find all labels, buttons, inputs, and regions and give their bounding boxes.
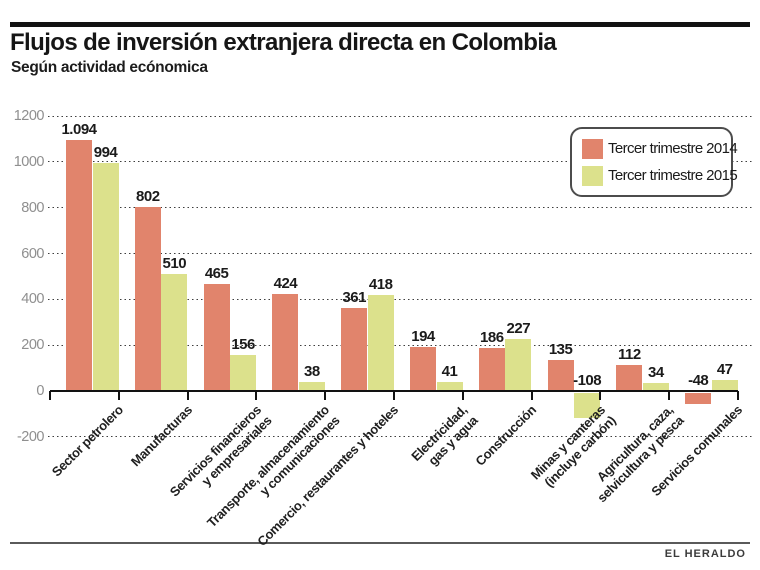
gridline-1000 bbox=[48, 161, 753, 164]
legend-label-2015: Tercer trimestre 2015 bbox=[608, 167, 738, 184]
bar-value-label: 227 bbox=[506, 319, 531, 337]
bar-2014-3 bbox=[203, 284, 230, 391]
bar-2015-4 bbox=[298, 382, 325, 391]
bar-2015-1 bbox=[92, 163, 119, 391]
gridline-800 bbox=[48, 207, 753, 210]
bar-2014-6 bbox=[410, 346, 436, 391]
bar-2014-5 bbox=[341, 308, 368, 391]
bar-2014-9 bbox=[616, 365, 643, 391]
x-axis-tick bbox=[117, 391, 120, 400]
y-tick-label: -200 bbox=[16, 428, 45, 445]
bar-2015-6 bbox=[436, 381, 463, 391]
x-axis-tick bbox=[324, 391, 327, 400]
bar-2014-4 bbox=[272, 293, 299, 391]
bar-value-label: 112 bbox=[618, 346, 641, 364]
legend-item-2014: Tercer trimestre 2014 bbox=[582, 138, 738, 159]
credit: EL HERALDO bbox=[664, 548, 746, 560]
bar-value-label: 994 bbox=[93, 144, 118, 162]
bar-2015-9 bbox=[642, 383, 669, 391]
x-axis-tick bbox=[393, 391, 395, 400]
bar-2015-3 bbox=[230, 355, 257, 391]
bar-2014-7 bbox=[478, 348, 505, 391]
bar-2014-1 bbox=[66, 140, 92, 391]
bar-2015-5 bbox=[367, 295, 394, 391]
bar-2014-8 bbox=[547, 360, 574, 391]
y-tick-label: 1000 bbox=[13, 153, 45, 170]
bar-2014-10 bbox=[685, 393, 712, 404]
bar-value-label: 418 bbox=[368, 276, 393, 294]
bar-value-label: 41 bbox=[441, 362, 458, 380]
bar-value-label: 802 bbox=[136, 188, 160, 206]
bar-value-label: 47 bbox=[716, 361, 733, 379]
gridline-1200 bbox=[48, 115, 753, 118]
bar-value-label: 194 bbox=[411, 327, 435, 345]
legend-item-2015: Tercer trimestre 2015 bbox=[582, 165, 738, 186]
y-tick-label: 200 bbox=[21, 337, 44, 354]
bar-2014-2 bbox=[134, 207, 161, 391]
bar-value-label: 424 bbox=[273, 274, 298, 292]
y-tick-label: 400 bbox=[21, 291, 44, 308]
bottom-rule bbox=[10, 542, 750, 544]
gridline-600 bbox=[48, 253, 753, 255]
top-rule bbox=[10, 22, 750, 27]
x-axis-tick bbox=[255, 391, 258, 400]
bar-value-label: 135 bbox=[548, 341, 573, 359]
gridline--200 bbox=[48, 436, 753, 439]
x-axis-tick bbox=[186, 391, 189, 400]
gridline-200 bbox=[48, 344, 753, 347]
x-axis-tick bbox=[599, 391, 602, 400]
bar-value-label: 34 bbox=[648, 364, 664, 382]
bar-value-label: 465 bbox=[204, 265, 229, 283]
x-axis-tick bbox=[530, 391, 533, 400]
legend-swatch-2015-icon bbox=[582, 165, 603, 186]
bar-2015-10 bbox=[711, 380, 738, 391]
bar-2015-7 bbox=[505, 338, 532, 391]
bar-value-label: 510 bbox=[162, 255, 187, 273]
bar-value-label: 1.094 bbox=[61, 121, 97, 139]
bar-value-label: -48 bbox=[688, 372, 709, 389]
legend: Tercer trimestre 2014 Tercer trimestre 2… bbox=[570, 127, 738, 197]
bar-value-label: 156 bbox=[231, 336, 255, 354]
x-axis-tick bbox=[461, 391, 464, 400]
bar-2015-8 bbox=[574, 393, 601, 418]
page-subtitle: Según actividad ecónomica bbox=[11, 59, 208, 76]
x-axis-tick bbox=[49, 391, 51, 400]
legend-swatch-2014-icon bbox=[582, 138, 603, 159]
y-tick-label: 0 bbox=[36, 383, 44, 399]
bar-value-label: -108 bbox=[573, 372, 602, 389]
legend-label-2014: Tercer trimestre 2014 bbox=[608, 140, 738, 157]
x-axis-tick bbox=[737, 391, 739, 400]
y-tick-label: 1200 bbox=[13, 108, 45, 124]
y-tick-label: 800 bbox=[21, 199, 44, 216]
page-title: Flujos de inversión extranjera directa e… bbox=[10, 29, 557, 56]
bar-value-label: 361 bbox=[342, 289, 366, 307]
gridline-400 bbox=[48, 298, 753, 301]
x-axis-tick bbox=[668, 391, 671, 400]
bar-2015-2 bbox=[161, 274, 188, 391]
y-tick-label: 600 bbox=[21, 245, 44, 262]
bar-value-label: 38 bbox=[304, 363, 320, 381]
bar-value-label: 186 bbox=[480, 329, 504, 347]
